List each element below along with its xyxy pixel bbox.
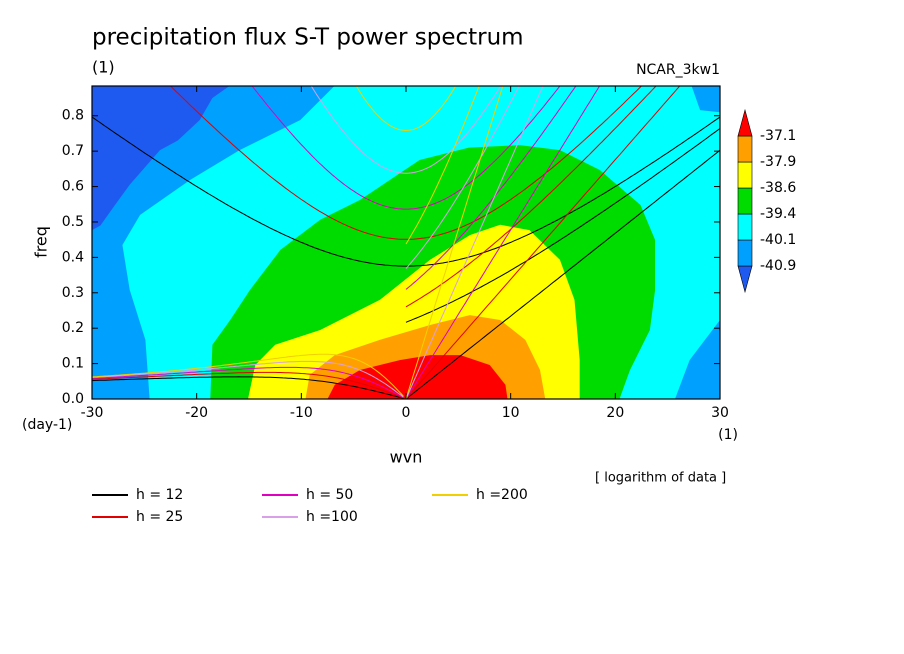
model-label: NCAR_3kw1 bbox=[636, 62, 720, 78]
note: [ logarithm of data ] bbox=[595, 471, 726, 486]
dispersion-curve bbox=[92, 376, 404, 399]
colorbar-label: -37.9 bbox=[760, 154, 796, 170]
plot-area bbox=[92, 86, 720, 399]
legend-label: h =100 bbox=[306, 509, 358, 525]
dispersion-curve bbox=[251, 86, 561, 210]
dispersion-curve bbox=[405, 86, 544, 399]
x-tick-label: 0 bbox=[402, 405, 411, 421]
dispersion-curve bbox=[405, 86, 504, 399]
chart-title: precipitation flux S-T power spectrum bbox=[92, 25, 524, 51]
x-tick-label: -10 bbox=[290, 405, 313, 421]
colorbar-low bbox=[737, 265, 753, 294]
dispersion-curve bbox=[92, 366, 404, 399]
y-tick-label: 0.7 bbox=[62, 143, 84, 159]
dispersion-curve bbox=[405, 86, 681, 399]
colorbar-label: -38.6 bbox=[760, 180, 796, 196]
x-tick-label: 30 bbox=[711, 405, 729, 421]
dispersion-curve bbox=[405, 86, 520, 269]
colorbar-label: -39.4 bbox=[760, 206, 796, 222]
dispersion-curve bbox=[405, 86, 577, 290]
y-tick-label: 0.0 bbox=[62, 391, 84, 407]
y-tick-label: 0.4 bbox=[62, 249, 84, 265]
colorbar-box bbox=[737, 239, 753, 267]
legend-label: h = 12 bbox=[136, 487, 183, 503]
y-tick-label: 0.8 bbox=[62, 108, 84, 124]
x-tick-label: 10 bbox=[502, 405, 520, 421]
y-tick-label: 0.5 bbox=[62, 214, 84, 230]
colorbar-high bbox=[737, 108, 753, 137]
x-tick-label: -20 bbox=[185, 405, 208, 421]
y-axis-label: freq bbox=[32, 226, 51, 258]
dispersion-curve bbox=[92, 116, 720, 267]
dispersion-curve bbox=[405, 86, 657, 308]
dispersion-curve bbox=[405, 86, 601, 399]
colorbar-label: -40.9 bbox=[760, 258, 796, 274]
dispersion-curve bbox=[355, 86, 457, 132]
dispersion-curve bbox=[169, 86, 643, 240]
x-tick-label: 20 bbox=[606, 405, 624, 421]
y-tick-label: 0.2 bbox=[62, 320, 84, 336]
colorbar-label: -40.1 bbox=[760, 232, 796, 248]
colorbar-label: -37.1 bbox=[760, 128, 796, 144]
y-tick-label: 0.1 bbox=[62, 356, 84, 372]
x-units: (1) bbox=[718, 427, 738, 443]
y-tick-label: 0.3 bbox=[62, 285, 84, 301]
x-axis-label: wvn bbox=[390, 448, 423, 467]
x-tick-label: -30 bbox=[81, 405, 104, 421]
colorbar-box bbox=[737, 135, 753, 163]
legend-label: h =200 bbox=[476, 487, 528, 503]
y-units: (day-1) bbox=[22, 417, 72, 433]
y-tick-label: 0.6 bbox=[62, 179, 84, 195]
dispersion-curve bbox=[405, 149, 720, 399]
legend-label: h = 25 bbox=[136, 509, 183, 525]
dispersion-curve bbox=[405, 86, 480, 245]
colorbar-box bbox=[737, 161, 753, 189]
dispersion-curve bbox=[92, 353, 404, 397]
dispersion-curve bbox=[92, 360, 404, 398]
colorbar-box bbox=[737, 187, 753, 215]
dispersion-curve bbox=[310, 86, 502, 174]
dispersion-curve bbox=[405, 128, 720, 323]
colorbar-box bbox=[737, 213, 753, 241]
legend-label: h = 50 bbox=[306, 487, 353, 503]
dispersion-curve bbox=[92, 371, 404, 399]
subtitle: (1) bbox=[92, 58, 115, 77]
contour-region bbox=[327, 355, 508, 399]
